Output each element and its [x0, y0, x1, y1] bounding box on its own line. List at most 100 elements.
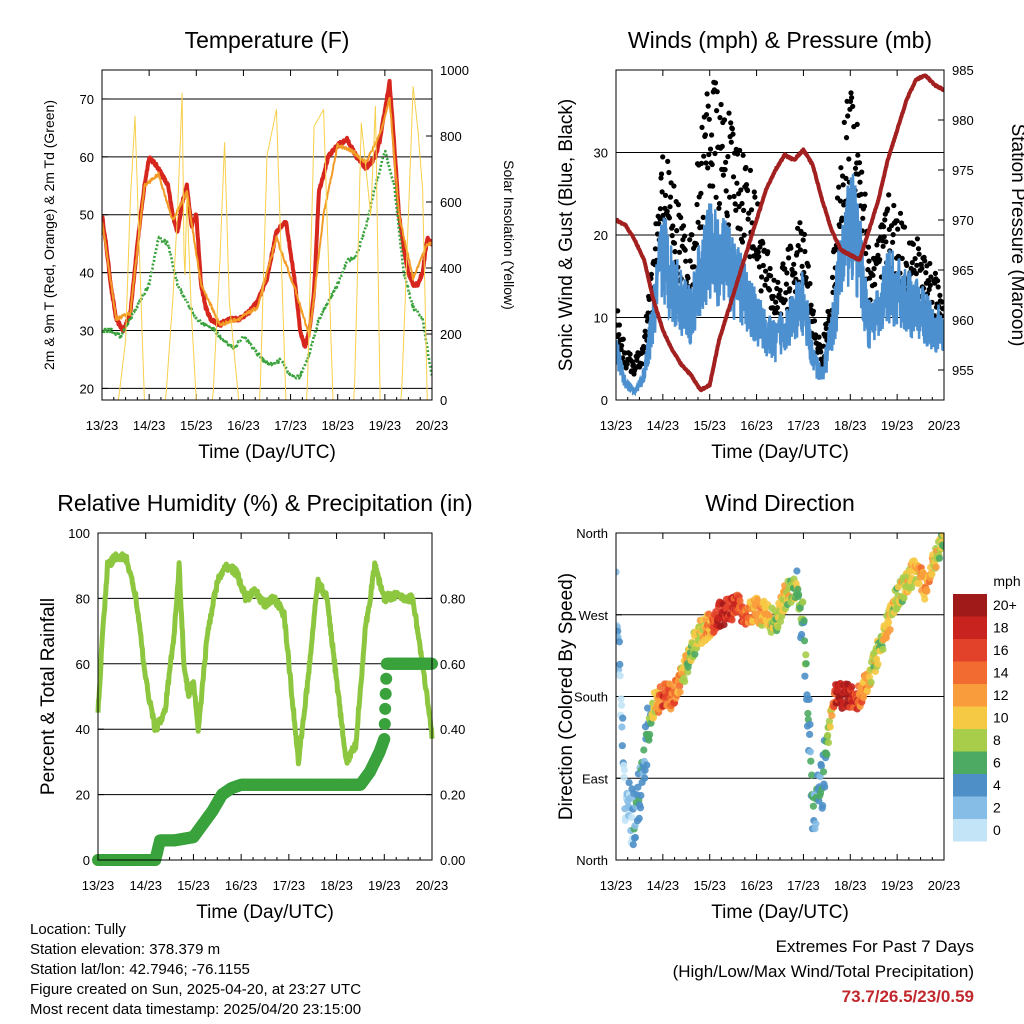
- colorbar-label: 14: [993, 665, 1009, 681]
- direction-point: [886, 626, 894, 634]
- direction-point: [617, 695, 625, 703]
- direction-point: [802, 651, 810, 659]
- gust-point: [709, 132, 715, 138]
- gust-point: [782, 266, 788, 272]
- gust-point: [841, 119, 847, 125]
- gust-point: [678, 214, 684, 221]
- y-tick-label: 70: [80, 92, 94, 107]
- gust-point: [881, 234, 887, 240]
- direction-point: [617, 701, 626, 709]
- x-tick-label: 17/23: [273, 878, 306, 893]
- direction-point: [691, 650, 699, 658]
- chart-3: Wind Direction Time (Day/UTC) 13/23 14/23 15…: [556, 490, 960, 923]
- recent-timestamp: Most recent data timestamp: 2025/04/20 2…: [30, 1001, 362, 1018]
- gust-point: [850, 103, 856, 109]
- gust-point: [729, 126, 736, 132]
- gust-point: [763, 268, 769, 274]
- direction-point: [620, 773, 628, 781]
- direction-point: [798, 630, 806, 639]
- y-right-tick-label: 600: [440, 195, 462, 210]
- gust-point: [703, 112, 710, 118]
- colorbar-label: 6: [993, 755, 1001, 771]
- gust-point: [880, 243, 886, 249]
- gust-point: [857, 179, 863, 185]
- gust-point: [705, 103, 711, 109]
- x-tick-label: 15/23: [177, 878, 210, 893]
- x-tick-label: 16/23: [227, 418, 260, 433]
- direction-point: [720, 621, 728, 629]
- y-tick-label: 10: [594, 311, 608, 326]
- direction-point: [616, 666, 623, 674]
- gust-point: [912, 256, 918, 262]
- x-tick-label: 19/23: [881, 418, 914, 433]
- gust-point: [756, 254, 762, 260]
- direction-point: [625, 779, 633, 787]
- direction-point: [643, 761, 651, 769]
- direction-point: [928, 570, 936, 578]
- gust-point: [733, 207, 739, 213]
- x-axis-label: Time (Day/UTC): [198, 442, 336, 463]
- gust-point: [784, 270, 790, 276]
- gust-point: [670, 223, 676, 229]
- x-axis-label: Time (Day/UTC): [196, 902, 334, 923]
- gust-point: [707, 146, 714, 152]
- gust-point: [699, 124, 705, 130]
- direction-point: [637, 791, 645, 800]
- direction-point: [616, 638, 623, 646]
- precip-point: [379, 687, 392, 700]
- direction-point: [800, 617, 808, 625]
- y-right-tick-label: 965: [952, 263, 974, 278]
- gust-point: [846, 156, 852, 162]
- gust-point: [871, 266, 877, 272]
- x-tick-label: 14/23: [129, 878, 162, 893]
- x-tick-label: 13/23: [600, 418, 633, 433]
- colorbar-swatch: [953, 729, 987, 752]
- gust-point: [762, 282, 768, 288]
- gust-point: [667, 194, 674, 200]
- y-tick-label: East: [582, 771, 608, 786]
- y-tick-label: 0: [601, 393, 608, 408]
- gust-point: [793, 276, 799, 282]
- gust-point: [721, 117, 728, 123]
- gust-point: [939, 299, 944, 305]
- gust-point: [704, 91, 710, 97]
- direction-point: [676, 688, 684, 696]
- colorbar-label: 0: [993, 822, 1001, 838]
- gust-point: [730, 174, 737, 180]
- gust-point: [755, 249, 761, 255]
- series-relative-humidity: [95, 551, 435, 767]
- gust-point: [863, 250, 869, 257]
- gust-point: [840, 182, 846, 188]
- gust-point: [915, 246, 922, 252]
- gust-point: [797, 247, 804, 253]
- gust-point: [874, 242, 880, 248]
- y-axis-label: Sonic Wind & Gust (Blue, Black): [556, 99, 577, 371]
- gust-point: [658, 175, 664, 181]
- gust-point: [719, 143, 725, 149]
- gust-point: [765, 249, 771, 255]
- gust-point: [808, 302, 814, 308]
- gust-point: [702, 132, 709, 138]
- gust-point: [667, 204, 673, 210]
- gust-point: [899, 255, 905, 261]
- gust-point: [618, 346, 624, 353]
- gust-point: [923, 270, 929, 276]
- gust-point: [858, 191, 864, 197]
- x-tick-label: 19/23: [369, 418, 402, 433]
- gust-point: [855, 152, 861, 158]
- y-tick-label: 40: [80, 266, 94, 281]
- gust-point: [660, 154, 666, 160]
- y-tick-label: 30: [594, 146, 608, 161]
- x-tick-label: 16/23: [740, 878, 773, 893]
- direction-point: [819, 768, 828, 776]
- gust-point: [672, 249, 678, 255]
- gust-point: [752, 194, 758, 200]
- gust-point: [747, 254, 753, 260]
- gust-point: [891, 202, 897, 209]
- gust-point: [627, 351, 633, 357]
- y-right-tick-label: 400: [440, 261, 462, 276]
- gust-point: [674, 228, 680, 234]
- plot-frame: [101, 69, 433, 401]
- gust-point: [848, 90, 854, 96]
